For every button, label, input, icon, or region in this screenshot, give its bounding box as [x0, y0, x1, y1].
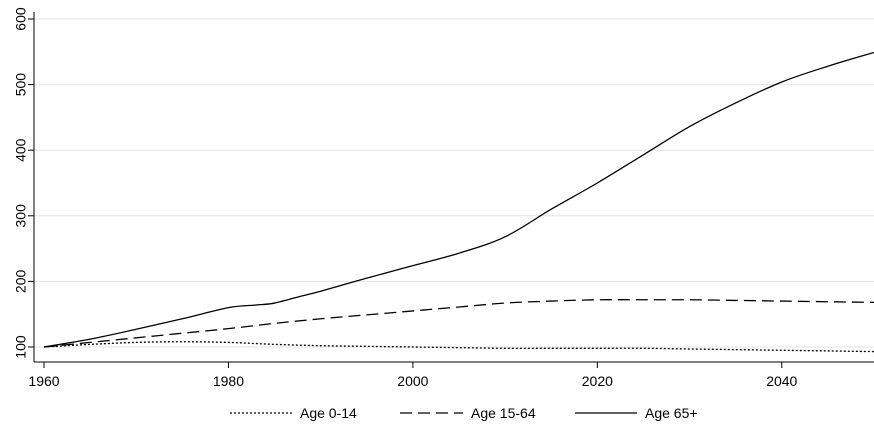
x-tick-label-1980: 1980: [213, 373, 244, 389]
y-tick-label-300: 300: [13, 204, 29, 228]
x-tick-label-2000: 2000: [397, 373, 428, 389]
gridlines: [35, 18, 874, 348]
series-line-age-65: [43, 51, 874, 348]
y-tick-label-400: 400: [13, 138, 29, 162]
x-tick-label-2020: 2020: [582, 373, 613, 389]
axes: [33, 12, 874, 363]
legend-label-age-15-64: Age 15-64: [471, 405, 536, 421]
y-axis-ticks: 100 200 300 400 500 600: [13, 7, 34, 359]
series-line-age-15-64: [43, 299, 874, 348]
x-tick-label-2040: 2040: [766, 373, 797, 389]
y-tick-label-500: 500: [13, 73, 29, 97]
legend-label-age-65: Age 65+: [645, 405, 698, 421]
y-tick-label-100: 100: [13, 335, 29, 359]
legend-label-age-0-14: Age 0-14: [300, 405, 357, 421]
y-tick-label-600: 600: [13, 7, 29, 31]
series-lines: [43, 51, 874, 353]
x-tick-label-1960: 1960: [28, 373, 59, 389]
legend: Age 0-14 Age 15-64 Age 65+: [230, 405, 698, 421]
x-axis-ticks: 1960 1980 2000 2020 2040: [28, 362, 798, 389]
y-tick-label-200: 200: [13, 270, 29, 294]
